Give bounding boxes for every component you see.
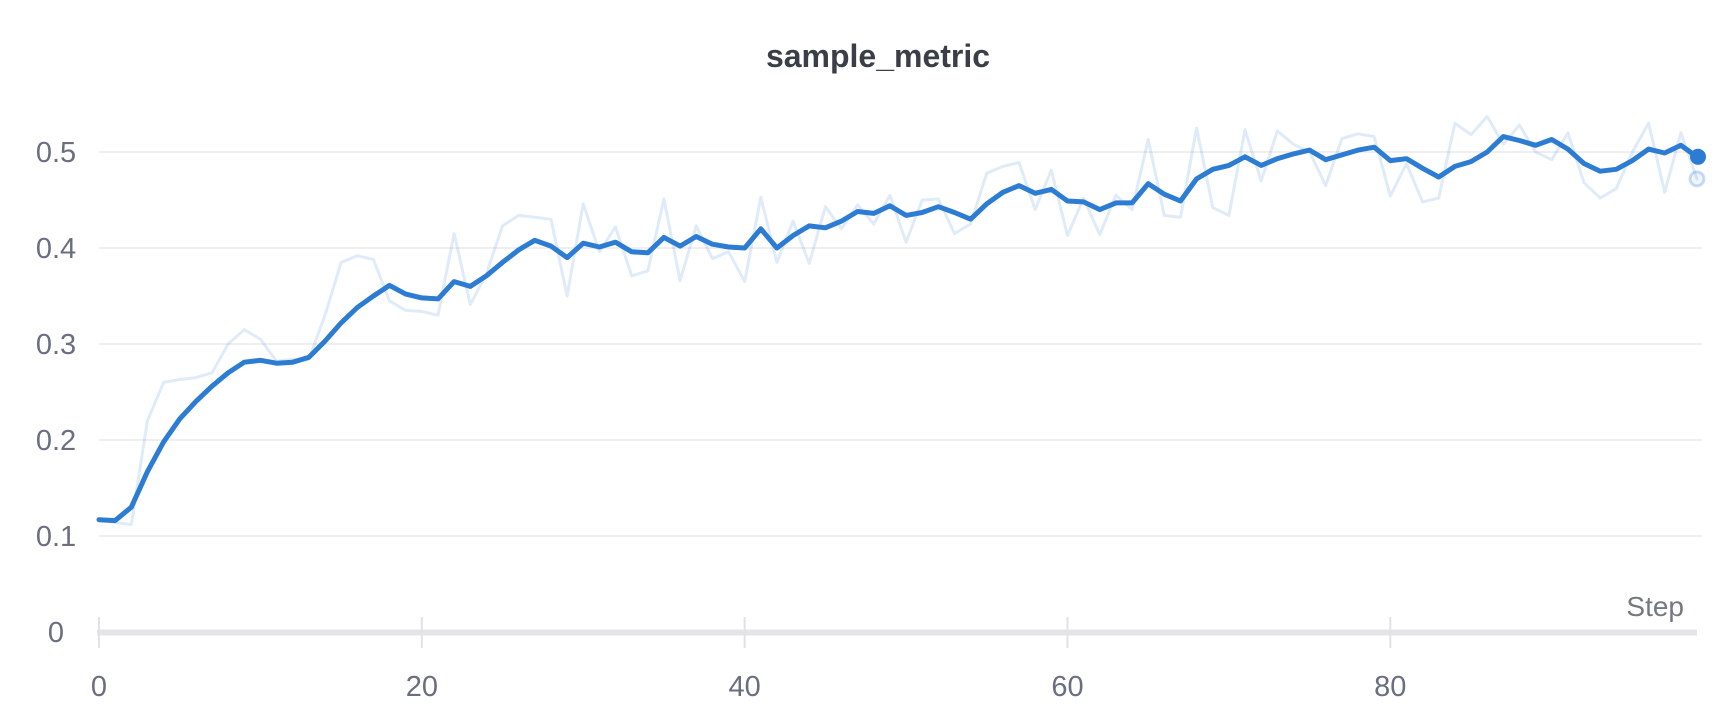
y-tick-label: 0.2 xyxy=(36,425,76,457)
smoothed-endpoint-dot xyxy=(1690,148,1706,165)
raw-series-line xyxy=(97,115,1699,526)
y-tick-label: 0.1 xyxy=(36,521,76,553)
chart-title: sample_metric xyxy=(766,38,990,74)
x-tick-label: 60 xyxy=(1051,671,1083,703)
x-tick-label: 40 xyxy=(729,671,761,703)
grid-layer xyxy=(99,151,1702,537)
y-tick-label: 0 xyxy=(48,617,64,649)
x-axis-label: Step xyxy=(1626,591,1684,622)
axis-layer: 0 20 40 60 80 0 0.1 0.2 0.3 0.4 0.5 xyxy=(36,137,1697,703)
y-tick-label: 0.5 xyxy=(36,137,76,169)
y-tick-label: 0.4 xyxy=(36,233,76,265)
series-layer xyxy=(96,115,1706,526)
y-tick-label: 0.3 xyxy=(36,329,76,361)
raw-endpoint-dot xyxy=(1688,170,1706,188)
x-tick-label: 80 xyxy=(1374,671,1406,703)
smoothed-series-line xyxy=(96,134,1700,524)
x-tick-label: 20 xyxy=(406,671,438,703)
x-tick-label: 0 xyxy=(91,671,107,703)
